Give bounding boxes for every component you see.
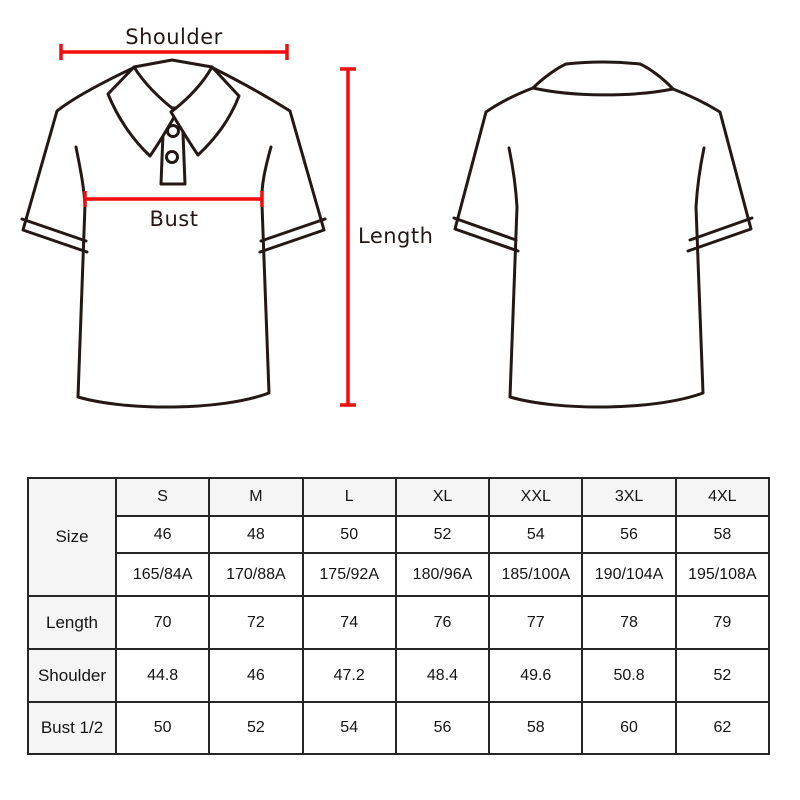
table-cell: 48.4 xyxy=(394,648,491,703)
table-row-columns: Size S M L XL XXL 3XL 4XL xyxy=(27,477,771,597)
row-header-bust-half: Bust 1/2 xyxy=(27,701,117,755)
table-cell: 175/92A xyxy=(301,552,397,597)
table-cell: 180/96A xyxy=(394,552,491,597)
table-cell: 58 xyxy=(488,701,584,755)
table-cell: 44.8 xyxy=(114,648,211,703)
table-row-size-spec: 165/84A 170/88A 175/92A 180/96A 185/100A… xyxy=(28,552,771,597)
column-header: XXL xyxy=(488,477,584,517)
back-body-outline xyxy=(507,146,706,409)
size-table: Size S M L XL XXL 3XL 4XL 46 48 50 52 54… xyxy=(27,477,771,755)
table-cell: 185/100A xyxy=(488,552,584,597)
table-cell: 56 xyxy=(394,701,491,755)
table-cell: 77 xyxy=(488,595,584,650)
back-right-cuff-line xyxy=(688,216,754,242)
front-collar-right-wing xyxy=(169,65,241,157)
column-header: 3XL xyxy=(581,477,677,517)
length-label: Length xyxy=(358,224,433,248)
table-cell: 56 xyxy=(581,515,677,554)
front-button-bottom xyxy=(165,150,179,164)
table-row-bust-half: Bust 1/2 50 52 54 56 58 60 62 xyxy=(27,701,771,755)
table-cell: 54 xyxy=(301,701,397,755)
table-cell: 52 xyxy=(674,648,771,703)
table-row-size-numbers: 46 48 50 52 54 56 58 xyxy=(28,515,771,554)
back-left-sleeve xyxy=(453,86,535,253)
table-cell: 50 xyxy=(301,515,397,554)
back-right-sleeve xyxy=(671,87,753,253)
table-cell: 54 xyxy=(488,515,584,554)
column-header: M xyxy=(208,477,304,517)
front-button-top xyxy=(166,124,180,138)
table-cell: 49.6 xyxy=(488,648,584,703)
front-left-sleeve xyxy=(21,66,135,254)
table-cell: 79 xyxy=(674,595,771,650)
measurement-lines xyxy=(59,44,356,407)
table-cell: 47.2 xyxy=(301,648,397,703)
bust-label: Bust xyxy=(150,207,199,231)
shoulder-label: Shoulder xyxy=(125,25,223,49)
table-cell: 78 xyxy=(581,595,677,650)
table-cell: 165/84A xyxy=(114,552,211,597)
front-collar-top-edge xyxy=(132,58,214,69)
table-cell: 76 xyxy=(394,595,491,650)
table-cell: 72 xyxy=(208,595,304,650)
front-left-cuff-line xyxy=(20,217,88,243)
column-header: L xyxy=(301,477,397,517)
table-cell: 60 xyxy=(581,701,677,755)
table-cell: 52 xyxy=(394,515,491,554)
table-cell: 52 xyxy=(208,701,304,755)
table-row-shoulder: Shoulder 44.8 46 47.2 48.4 49.6 50.8 52 xyxy=(27,648,771,703)
table-cell: 46 xyxy=(114,515,211,554)
table-cell: 170/88A xyxy=(208,552,304,597)
back-collar-right-edge xyxy=(638,62,675,91)
table-row-length: Length 70 72 74 76 77 78 79 xyxy=(27,595,771,650)
table-cell: 190/104A xyxy=(581,552,677,597)
garment-measurement-diagram: Shoulder Bust Length xyxy=(20,25,754,409)
back-collar-left-edge xyxy=(531,62,568,90)
front-shirt-drawing xyxy=(20,58,327,409)
back-shirt-drawing xyxy=(452,60,754,409)
table-cell: 74 xyxy=(301,595,397,650)
row-header-length: Length xyxy=(27,595,117,650)
column-header: S xyxy=(114,477,211,517)
front-right-cuff-line xyxy=(259,217,327,243)
table-cell: 58 xyxy=(674,515,771,554)
front-right-sleeve xyxy=(211,66,326,254)
front-collar-left-wing xyxy=(106,65,179,158)
table-cell: 70 xyxy=(114,595,211,650)
table-cell: 46 xyxy=(208,648,304,703)
table-cell: 50.8 xyxy=(581,648,677,703)
table-cell: 48 xyxy=(208,515,304,554)
table-cell: 62 xyxy=(674,701,771,755)
column-header: XL xyxy=(394,477,491,517)
column-header: 4XL xyxy=(674,477,771,517)
back-collar-top-edge xyxy=(564,60,642,66)
front-body-outline xyxy=(74,145,273,409)
table-cell: 50 xyxy=(114,701,211,755)
back-collar-seam xyxy=(531,86,675,97)
row-header-size: Size xyxy=(27,477,117,597)
row-header-shoulder: Shoulder xyxy=(27,648,117,703)
table-cell: 195/108A xyxy=(674,552,771,597)
back-left-cuff-line xyxy=(452,216,518,242)
